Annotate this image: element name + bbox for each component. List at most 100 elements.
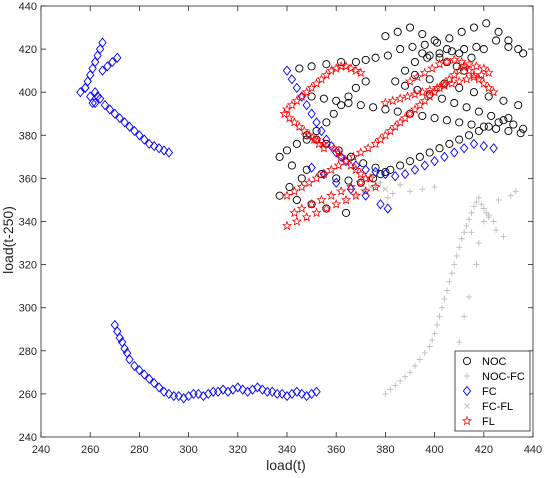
point-fl-19 [294, 121, 305, 131]
point-fc-79 [282, 65, 292, 76]
point-noc-fc-34 [490, 218, 497, 225]
point-noc-fc-50 [466, 293, 473, 300]
point-fc-44 [145, 373, 154, 384]
point-fc-71 [277, 388, 287, 400]
legend-marker-noc-fc [464, 373, 470, 379]
point-noc-35 [455, 83, 464, 92]
point-fl-100 [311, 207, 322, 218]
point-noc-88 [504, 126, 513, 136]
point-fl-113 [340, 155, 352, 166]
point-fc-45 [149, 378, 159, 389]
point-fl-0 [279, 108, 290, 119]
point-noc-28 [492, 36, 501, 45]
point-fl-72 [478, 63, 489, 73]
point-noc-82 [430, 114, 439, 123]
point-noc-fc-13 [436, 313, 443, 320]
point-fl-107 [304, 129, 315, 140]
point-noc-fc-31 [480, 205, 487, 212]
point-noc-65 [445, 139, 454, 148]
point-fl-116 [355, 168, 366, 179]
point-fl-80 [432, 82, 443, 93]
point-noc-110 [472, 42, 481, 51]
point-noc-109 [460, 45, 469, 54]
legend-label-fc: FC [482, 386, 497, 398]
point-noc-118 [474, 107, 483, 116]
point-fl-17 [284, 112, 295, 123]
point-noc-15 [482, 19, 491, 28]
y-tick-label-320: 320 [19, 260, 37, 272]
point-fc-46 [154, 382, 164, 393]
point-fl-70 [463, 58, 475, 69]
point-fl-27 [296, 181, 307, 192]
legend-marker-fc [462, 385, 472, 397]
point-fl-89 [296, 203, 307, 213]
point-noc-27 [479, 45, 488, 54]
point-fl-101 [321, 203, 332, 213]
point-noc-12 [445, 34, 454, 43]
point-fl-75 [395, 93, 406, 103]
point-noc-5 [361, 55, 370, 64]
point-fl-117 [360, 173, 371, 183]
point-fc-24 [154, 143, 164, 154]
point-noc-14 [469, 23, 479, 32]
point-noc-39 [514, 101, 523, 110]
point-noc-fc-28 [473, 199, 480, 206]
point-fl-91 [316, 194, 327, 205]
point-fc-22 [145, 138, 154, 150]
point-fl-28 [304, 177, 315, 188]
point-noc-fc-2 [392, 382, 399, 389]
point-noc-fc-6 [411, 362, 418, 369]
point-fc-15 [110, 108, 119, 119]
point-noc-36 [469, 88, 479, 97]
point-noc-62 [415, 152, 424, 161]
data-marks [76, 19, 528, 404]
point-fl-63 [412, 71, 423, 82]
point-fc-66 [253, 382, 262, 393]
legend-label-noc: NOC [482, 356, 507, 368]
x-tick-label-420: 420 [475, 444, 493, 456]
point-fl-56 [463, 65, 475, 75]
x-axis-title: load(t) [266, 457, 306, 473]
point-noc-23 [430, 36, 439, 45]
point-noc-11 [433, 38, 442, 47]
point-fc-14 [105, 104, 115, 115]
point-fc-32 [108, 56, 117, 68]
legend-label-noc-fc: NOC-FC [482, 371, 525, 383]
point-fc-107 [307, 162, 316, 173]
point-fc-59 [218, 384, 228, 395]
point-fl-109 [318, 138, 329, 149]
legend-label-fl: FL [482, 416, 495, 428]
point-fl-97 [281, 220, 293, 231]
legend-marker-fl [461, 415, 473, 426]
point-noc-75 [344, 98, 353, 108]
point-fl-67 [441, 56, 452, 67]
point-fl-103 [340, 194, 352, 205]
point-noc-97 [381, 167, 390, 176]
y-tick-label-300: 300 [19, 303, 37, 315]
point-fl-76 [402, 91, 413, 101]
point-fc-30 [98, 65, 107, 76]
point-fc-109 [332, 177, 341, 188]
point-noc-fc-0 [382, 390, 389, 397]
point-fl-81 [439, 80, 450, 91]
legend-marker-fc-fl [464, 403, 470, 409]
point-noc-120 [499, 116, 508, 125]
point-noc-61 [405, 157, 415, 166]
point-noc-121 [509, 120, 518, 129]
point-noc-10 [420, 40, 429, 49]
point-noc-123 [460, 66, 469, 75]
point-noc-79 [393, 107, 402, 116]
point-fc-31 [103, 61, 112, 72]
point-noc-21 [405, 23, 415, 32]
point-noc-63 [425, 148, 434, 157]
point-fl-71 [471, 61, 482, 71]
point-noc-105 [410, 57, 419, 67]
point-fc-21 [140, 134, 149, 145]
point-fl-115 [350, 164, 361, 175]
point-fc-48 [164, 388, 174, 400]
point-noc-fc-26 [468, 209, 475, 216]
point-noc-fc-24 [463, 222, 470, 229]
point-noc-108 [447, 47, 456, 56]
